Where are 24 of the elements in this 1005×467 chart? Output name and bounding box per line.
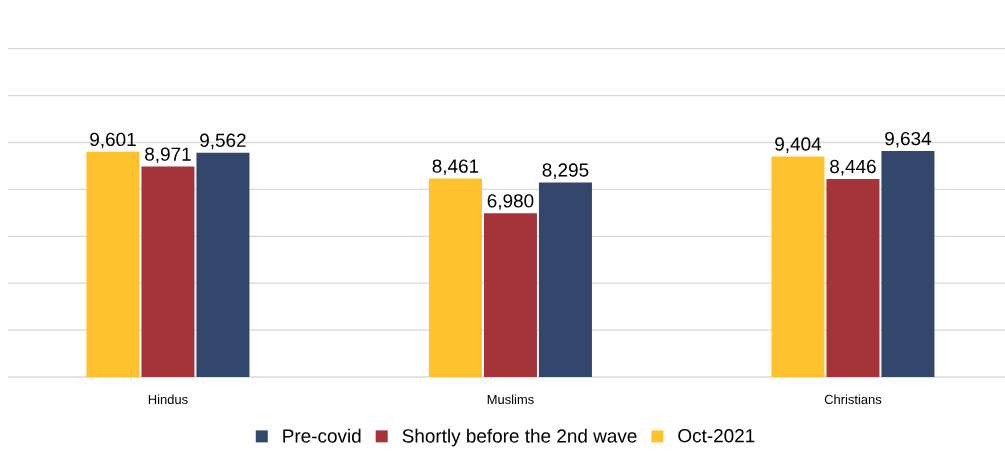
data-label: 9,404 (775, 137, 822, 153)
bar (483, 213, 537, 377)
data-label: 8,295 (542, 163, 589, 179)
data-label: 8,461 (432, 159, 479, 176)
data-label: 9,634 (885, 131, 932, 148)
bar (86, 151, 140, 377)
data-label: 6,980 (487, 194, 534, 210)
bar (428, 178, 482, 377)
legend-label: Pre-covid (283, 428, 361, 443)
bar (771, 156, 825, 377)
x-tick-label: Christians (824, 394, 882, 405)
bar (196, 152, 250, 377)
bar (881, 151, 935, 377)
data-label: 9,562 (200, 133, 246, 150)
data-label: 9,601 (90, 132, 136, 149)
data-label: 8,446 (830, 159, 876, 176)
bar (538, 182, 592, 377)
legend-label: Shortly before the 2nd wave (402, 428, 637, 447)
x-tick-label: Muslims (487, 394, 534, 405)
legend-label: Oct-2021 (678, 429, 755, 443)
bar (826, 178, 880, 377)
x-tick-label: Hindus (148, 394, 188, 405)
bar (141, 166, 195, 377)
data-label: 8,971 (145, 147, 191, 164)
